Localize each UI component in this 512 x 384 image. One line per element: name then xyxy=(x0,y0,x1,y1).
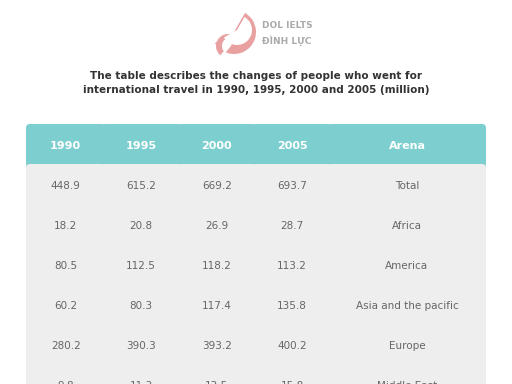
FancyBboxPatch shape xyxy=(26,124,105,168)
Text: 693.7: 693.7 xyxy=(277,181,307,191)
Text: 393.2: 393.2 xyxy=(202,341,231,351)
Text: 26.9: 26.9 xyxy=(205,221,228,231)
FancyBboxPatch shape xyxy=(252,324,332,368)
Text: 117.4: 117.4 xyxy=(202,301,231,311)
FancyBboxPatch shape xyxy=(101,204,181,248)
FancyBboxPatch shape xyxy=(26,364,105,384)
Wedge shape xyxy=(216,34,232,55)
Text: 615.2: 615.2 xyxy=(126,181,156,191)
FancyBboxPatch shape xyxy=(101,164,181,208)
FancyBboxPatch shape xyxy=(101,364,181,384)
FancyBboxPatch shape xyxy=(177,204,257,248)
FancyBboxPatch shape xyxy=(328,244,486,288)
Wedge shape xyxy=(224,17,252,45)
Text: Middle East: Middle East xyxy=(377,381,437,384)
FancyBboxPatch shape xyxy=(177,244,257,288)
Text: 400.2: 400.2 xyxy=(278,341,307,351)
FancyBboxPatch shape xyxy=(252,244,332,288)
Text: 80.3: 80.3 xyxy=(130,301,153,311)
Text: 280.2: 280.2 xyxy=(51,341,80,351)
Wedge shape xyxy=(222,37,234,53)
Wedge shape xyxy=(215,13,256,54)
FancyBboxPatch shape xyxy=(252,124,332,168)
Text: 448.9: 448.9 xyxy=(51,181,81,191)
FancyBboxPatch shape xyxy=(177,124,257,168)
Text: 20.8: 20.8 xyxy=(130,221,153,231)
FancyBboxPatch shape xyxy=(252,284,332,328)
FancyBboxPatch shape xyxy=(26,324,105,368)
FancyBboxPatch shape xyxy=(328,204,486,248)
Text: The table describes the changes of people who went for: The table describes the changes of peopl… xyxy=(90,71,422,81)
Text: Africa: Africa xyxy=(392,221,422,231)
FancyBboxPatch shape xyxy=(328,124,486,168)
FancyBboxPatch shape xyxy=(328,364,486,384)
Text: 1995: 1995 xyxy=(125,141,157,151)
Text: 113.2: 113.2 xyxy=(277,261,307,271)
Text: Arena: Arena xyxy=(389,141,425,151)
Text: 2005: 2005 xyxy=(277,141,308,151)
Text: 669.2: 669.2 xyxy=(202,181,231,191)
Text: 15.8: 15.8 xyxy=(281,381,304,384)
Text: 11.3: 11.3 xyxy=(130,381,153,384)
Text: Asia and the pacific: Asia and the pacific xyxy=(355,301,458,311)
FancyBboxPatch shape xyxy=(177,324,257,368)
Text: Europe: Europe xyxy=(389,341,425,351)
FancyBboxPatch shape xyxy=(101,284,181,328)
FancyBboxPatch shape xyxy=(26,164,105,208)
Text: 13.5: 13.5 xyxy=(205,381,228,384)
FancyBboxPatch shape xyxy=(252,364,332,384)
Text: 118.2: 118.2 xyxy=(202,261,231,271)
FancyBboxPatch shape xyxy=(252,204,332,248)
FancyBboxPatch shape xyxy=(101,324,181,368)
FancyBboxPatch shape xyxy=(177,284,257,328)
FancyBboxPatch shape xyxy=(328,284,486,328)
FancyBboxPatch shape xyxy=(26,204,105,248)
FancyBboxPatch shape xyxy=(177,364,257,384)
Text: 28.7: 28.7 xyxy=(281,221,304,231)
Text: 1990: 1990 xyxy=(50,141,81,151)
FancyBboxPatch shape xyxy=(101,124,181,168)
Text: 60.2: 60.2 xyxy=(54,301,77,311)
FancyBboxPatch shape xyxy=(252,164,332,208)
Text: ĐÌNH LỰC: ĐÌNH LỰC xyxy=(262,36,311,46)
Text: Total: Total xyxy=(395,181,419,191)
Text: 390.3: 390.3 xyxy=(126,341,156,351)
FancyBboxPatch shape xyxy=(101,244,181,288)
Text: international travel in 1990, 1995, 2000 and 2005 (million): international travel in 1990, 1995, 2000… xyxy=(83,85,429,95)
FancyBboxPatch shape xyxy=(177,164,257,208)
Text: 135.8: 135.8 xyxy=(277,301,307,311)
Text: 9.8: 9.8 xyxy=(57,381,74,384)
FancyBboxPatch shape xyxy=(328,164,486,208)
Text: 80.5: 80.5 xyxy=(54,261,77,271)
FancyBboxPatch shape xyxy=(328,324,486,368)
FancyBboxPatch shape xyxy=(26,244,105,288)
Text: 112.5: 112.5 xyxy=(126,261,156,271)
Text: DOL IELTS: DOL IELTS xyxy=(262,22,313,30)
Text: 18.2: 18.2 xyxy=(54,221,77,231)
Text: 2000: 2000 xyxy=(201,141,232,151)
FancyBboxPatch shape xyxy=(26,284,105,328)
Text: America: America xyxy=(386,261,429,271)
